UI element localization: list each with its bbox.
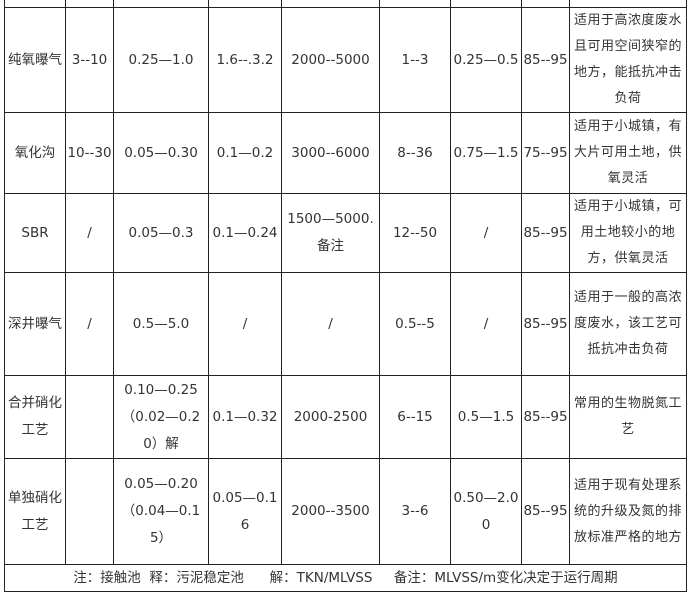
cell-recycle-ratio: / xyxy=(450,193,522,273)
cell-recycle-ratio: 0.25—0.5 xyxy=(450,7,522,113)
cell-mlss: 2000--5000 xyxy=(281,7,380,113)
cell-mlss: 2000--3500 xyxy=(281,458,380,565)
cell-sludge-load: 0.05—0.20（0.04—0.15） xyxy=(113,458,209,565)
cell-process-name: 单独硝化工艺 xyxy=(4,458,66,565)
cell-recycle-ratio: / xyxy=(450,272,522,376)
table-row-partial xyxy=(4,0,687,8)
cell-sludge-load: 0.10—0.25（0.02—0.20）解 xyxy=(113,375,209,459)
cell-mlss: 1500—5000.备注 xyxy=(281,193,380,273)
cell-application-note: 适用于现有处理系统的升级及氮的排放标准严格的地方 xyxy=(569,458,687,565)
cell-application-note: 适用于高浓度废水且可用空间狭窄的地方，能抵抗冲击负荷 xyxy=(569,7,687,113)
cell-mlss: / xyxy=(281,272,380,376)
table-row: 单独硝化工艺 0.05—0.20（0.04—0.15） 0.05—0.16 2000-… xyxy=(4,458,687,565)
cell-sludge-load: 0.5—5.0 xyxy=(113,272,209,376)
cell-sludge-load: 0.05—0.30 xyxy=(113,112,209,194)
cell-application-note: 适用于小城镇，有大片可用土地，供氧灵活 xyxy=(569,112,687,194)
cell-volume-load: 0.05—0.16 xyxy=(208,458,282,565)
footnote-row: 注：接触池 释：污泥稳定池 解：TKN/MLVSS 备注：MLVSS/m变化决定… xyxy=(4,564,687,592)
cell-volume-load: 1.6--.3.2 xyxy=(208,7,282,113)
cell-hrt xyxy=(65,375,114,459)
cell-srt: 8--36 xyxy=(379,112,451,194)
cell-recycle-ratio: 0.5—1.5 xyxy=(450,375,522,459)
cell-process-name: 深井曝气 xyxy=(4,272,66,376)
cell-volume-load: 0.1—0.32 xyxy=(208,375,282,459)
cell-removal-rate: 75--95 xyxy=(521,112,570,194)
cell-volume-load: / xyxy=(208,272,282,376)
cell-removal-rate: 85--95 xyxy=(521,193,570,273)
cell-removal-rate: 85--95 xyxy=(521,458,570,565)
table-row: 纯氧曝气 3--10 0.25—1.0 1.6--.3.2 2000--5000 1--3… xyxy=(4,7,687,113)
cell-process-name: 纯氧曝气 xyxy=(4,7,66,113)
cell-application-note: 适用于小城镇，可用土地较小的地方，供氧灵活 xyxy=(569,193,687,273)
cell-process-name: 合并硝化工艺 xyxy=(4,375,66,459)
cell-volume-load: 0.1—0.24 xyxy=(208,193,282,273)
table-row: 氧化沟 10--30 0.05—0.30 0.1—0.2 3000--6000 8--36… xyxy=(4,112,687,194)
cell-sludge-load: 0.05—0.3 xyxy=(113,193,209,273)
cell-hrt: 3--10 xyxy=(65,7,114,113)
cell-hrt: / xyxy=(65,272,114,376)
cell-srt: 1--3 xyxy=(379,7,451,113)
cell-hrt: / xyxy=(65,193,114,273)
cell-process-name: 氧化沟 xyxy=(4,112,66,194)
cell-hrt: 10--30 xyxy=(65,112,114,194)
cell-mlss: 2000-2500 xyxy=(281,375,380,459)
cell-srt: 12--50 xyxy=(379,193,451,273)
table-row: 深井曝气/0.5—5.0//0.5--5/85--95 适用于一般的高浓度废水，该… xyxy=(4,272,687,376)
cell-removal-rate: 85--95 xyxy=(521,272,570,376)
table-row: SBR/0.05—0.3 0.1—0.24 1500—5000.备注 12--50/8… xyxy=(4,193,687,273)
cell-removal-rate: 85--95 xyxy=(521,7,570,113)
cell-removal-rate: 85--95 xyxy=(521,375,570,459)
cell-hrt xyxy=(65,458,114,565)
cell-srt: 3--6 xyxy=(379,458,451,565)
process-parameter-table: 纯氧曝气 3--10 0.25—1.0 1.6--.3.2 2000--5000 1--3… xyxy=(4,0,687,592)
footnote: 注：接触池 释：污泥稳定池 解：TKN/MLVSS 备注：MLVSS/m变化决定… xyxy=(4,564,687,592)
cell-srt: 0.5--5 xyxy=(379,272,451,376)
cell-recycle-ratio: 0.50—2.00 xyxy=(450,458,522,565)
cell-process-name: SBR xyxy=(4,193,66,273)
cell-recycle-ratio: 0.75—1.5 xyxy=(450,112,522,194)
cell-application-note: 常用的生物脱氮工艺 xyxy=(569,375,687,459)
cell-srt: 6--15 xyxy=(379,375,451,459)
cell-sludge-load: 0.25—1.0 xyxy=(113,7,209,113)
cell-volume-load: 0.1—0.2 xyxy=(208,112,282,194)
cell-application-note: 适用于一般的高浓度废水，该工艺可抵抗冲击负荷 xyxy=(569,272,687,376)
cell-mlss: 3000--6000 xyxy=(281,112,380,194)
table-row: 合并硝化工艺 0.10—0.25（0.02—0.20）解 0.1—0.32 2000-… xyxy=(4,375,687,459)
